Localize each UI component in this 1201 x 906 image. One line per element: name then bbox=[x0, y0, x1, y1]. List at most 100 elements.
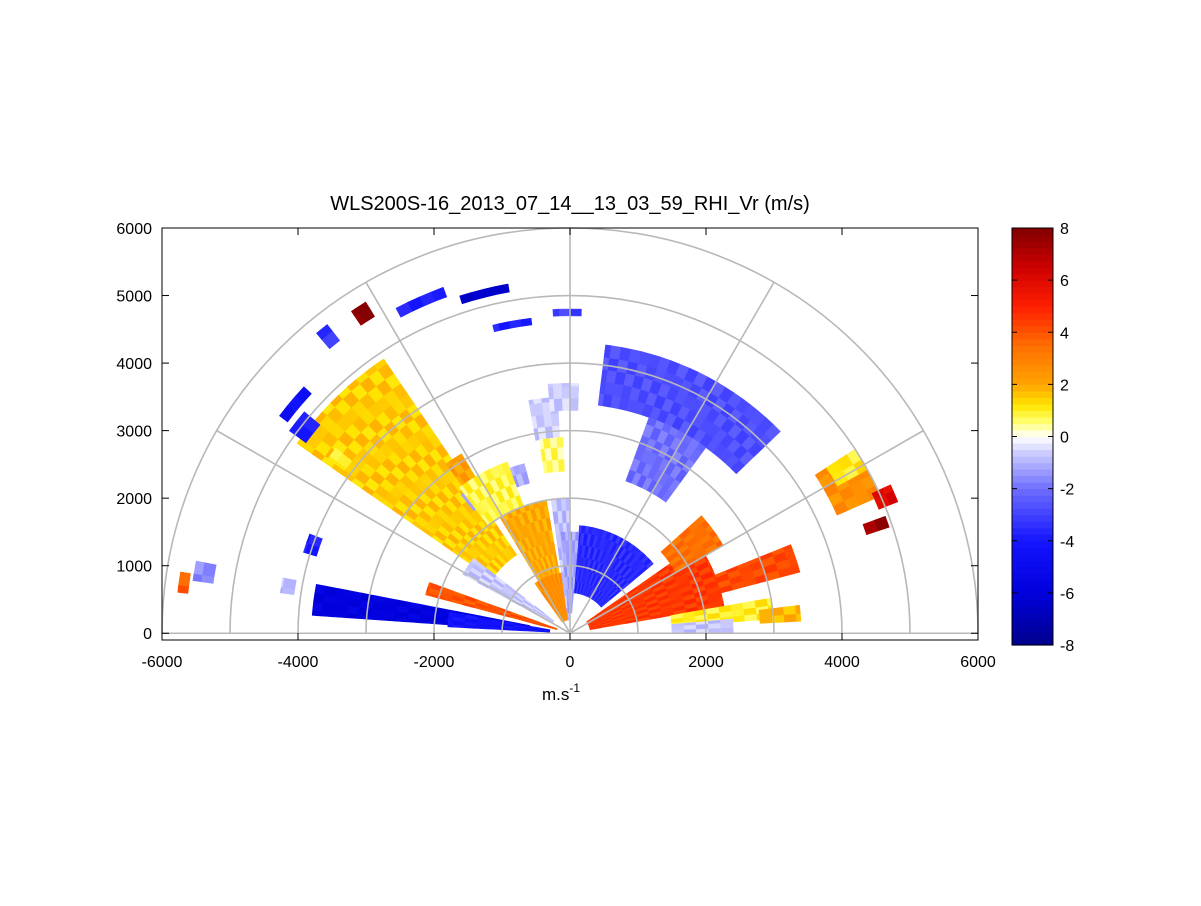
data-cell bbox=[447, 624, 453, 628]
data-cell bbox=[311, 610, 323, 617]
data-cell bbox=[178, 571, 191, 588]
data-sector bbox=[425, 582, 558, 631]
data-cell bbox=[394, 617, 408, 623]
data-cell bbox=[578, 525, 582, 533]
data-cell bbox=[571, 531, 576, 541]
data-cell bbox=[358, 607, 372, 617]
data-cell bbox=[528, 399, 534, 405]
x-tick-label: -6000 bbox=[142, 654, 183, 671]
y-tick-label: 4000 bbox=[116, 356, 152, 373]
data-cell bbox=[549, 398, 555, 412]
x-tick-label: 0 bbox=[566, 654, 575, 671]
colorbar-swatch bbox=[1012, 345, 1053, 353]
colorbar-swatch bbox=[1012, 228, 1053, 236]
y-tick-label: 1000 bbox=[116, 559, 152, 576]
data-cell bbox=[370, 615, 384, 621]
data-cell bbox=[459, 485, 469, 497]
data-cell bbox=[327, 456, 337, 464]
colorbar-swatch bbox=[1012, 410, 1053, 418]
data-cell bbox=[708, 627, 722, 634]
data-cell bbox=[358, 614, 372, 620]
data-cell bbox=[447, 620, 453, 626]
data-cell bbox=[552, 383, 562, 387]
colorbar-swatch bbox=[1012, 521, 1053, 529]
colorbar-swatch bbox=[1012, 573, 1053, 581]
colorbar-swatch bbox=[1012, 625, 1053, 633]
colorbar-swatch bbox=[1012, 599, 1053, 607]
colorbar-swatch bbox=[1012, 612, 1053, 620]
data-cell bbox=[783, 613, 798, 623]
angle-spoke bbox=[569, 281, 775, 634]
data-cell bbox=[569, 382, 580, 387]
colorbar-swatch bbox=[1012, 540, 1053, 548]
colorbar-tick-label: -8 bbox=[1060, 638, 1074, 655]
x-tick-label: -2000 bbox=[414, 654, 455, 671]
data-cell bbox=[782, 544, 793, 552]
colorbar-tick-label: 8 bbox=[1060, 221, 1069, 238]
data-cell bbox=[333, 604, 348, 615]
data-cell bbox=[279, 405, 296, 423]
colorbar-swatch bbox=[1012, 605, 1053, 614]
colorbar-swatch bbox=[1012, 416, 1053, 425]
data-sector bbox=[625, 417, 707, 503]
colorbar-swatch bbox=[1012, 338, 1053, 346]
data-cell bbox=[288, 420, 304, 436]
colorbar-swatch bbox=[1012, 462, 1053, 470]
colorbar-tick-label: 2 bbox=[1060, 377, 1069, 394]
colorbar-swatch bbox=[1012, 358, 1053, 366]
colorbar-swatch bbox=[1012, 299, 1053, 307]
colorbar-swatch bbox=[1012, 273, 1053, 281]
colorbar-swatch bbox=[1012, 469, 1053, 477]
colorbar-tick-label: 0 bbox=[1060, 430, 1069, 447]
colorbar-swatch bbox=[1012, 390, 1053, 399]
data-cell bbox=[321, 611, 335, 618]
colorbar-swatch bbox=[1012, 351, 1053, 359]
colorbar-swatch bbox=[1012, 254, 1053, 262]
data-cell bbox=[553, 397, 563, 412]
colorbar-swatch bbox=[1012, 260, 1053, 268]
colorbar-swatch bbox=[1012, 377, 1053, 385]
data-sector bbox=[459, 283, 510, 305]
colorbar-swatch bbox=[1012, 280, 1053, 288]
data-cell bbox=[552, 308, 560, 317]
data-cell bbox=[603, 344, 612, 359]
data-cell bbox=[571, 539, 576, 553]
data-sector bbox=[192, 560, 217, 584]
x-tick-label: 4000 bbox=[824, 654, 860, 671]
x-tick-label: -4000 bbox=[278, 654, 319, 671]
data-sector bbox=[862, 515, 890, 536]
colorbar-swatch bbox=[1012, 495, 1053, 503]
colorbar-swatch bbox=[1012, 436, 1053, 444]
data-sector bbox=[350, 301, 376, 326]
colorbar-swatch bbox=[1012, 618, 1053, 627]
colorbar-swatch bbox=[1012, 423, 1053, 431]
colorbar-swatch bbox=[1012, 638, 1053, 646]
data-sector bbox=[552, 308, 582, 317]
data-cell bbox=[696, 515, 706, 525]
data-cell bbox=[177, 585, 190, 594]
colorbar-swatch bbox=[1012, 306, 1053, 314]
colorbar-swatch bbox=[1012, 397, 1053, 405]
colorbar-swatch bbox=[1012, 247, 1053, 255]
x-axis-label: m.s-1 bbox=[542, 681, 580, 704]
colorbar-swatch bbox=[1012, 501, 1053, 509]
data-sector bbox=[459, 461, 524, 526]
data-cell bbox=[346, 605, 360, 616]
data-cell bbox=[547, 383, 553, 388]
data-cell bbox=[608, 345, 622, 360]
colorbar-swatch bbox=[1012, 566, 1053, 574]
colorbar-tick-label: 4 bbox=[1060, 325, 1069, 342]
data-sector bbox=[573, 525, 654, 608]
colorbar-tick-label: -6 bbox=[1060, 586, 1074, 603]
data-cell bbox=[280, 587, 283, 594]
colorbar-swatch bbox=[1012, 234, 1053, 242]
data-sector bbox=[279, 386, 312, 423]
data-cell bbox=[333, 612, 347, 619]
data-layer bbox=[177, 283, 899, 634]
data-sector bbox=[538, 437, 565, 474]
data-cell bbox=[882, 484, 894, 495]
data-cell bbox=[492, 323, 500, 333]
data-sector bbox=[316, 324, 341, 350]
colorbar-swatch bbox=[1012, 332, 1053, 340]
